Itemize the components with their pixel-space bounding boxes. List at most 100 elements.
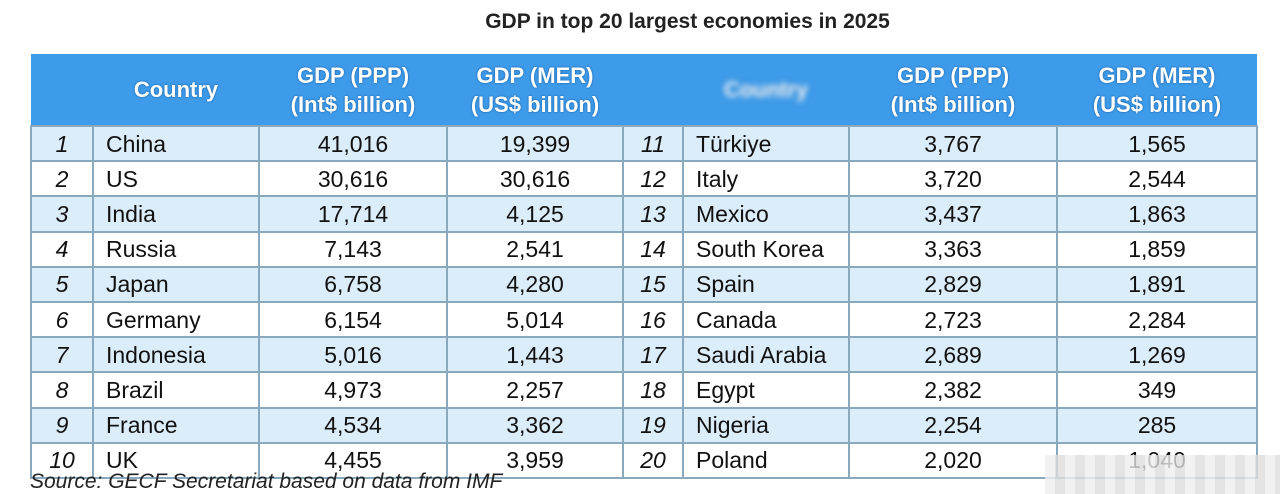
header-ppp-2-line2: (Int$ billion) — [890, 91, 1016, 117]
cell-mer: 4,125 — [446, 195, 624, 233]
cell-ppp: 2,689 — [848, 336, 1058, 374]
header-mer-2-line2: (US$ billion) — [1092, 91, 1222, 117]
cell-mer: 2,541 — [446, 230, 624, 268]
cell-ppp: 7,143 — [258, 230, 448, 268]
cell-rank: 12 — [622, 160, 684, 198]
cell-country: Brazil — [92, 371, 260, 409]
header-mer-2: GDP (MER) (US$ billion) — [1057, 54, 1257, 126]
cell-rank: 19 — [622, 406, 684, 444]
header-ppp-line2: (Int$ billion) — [290, 91, 416, 117]
header-ppp-line1: GDP (PPP) — [296, 62, 410, 88]
table-row: 3 India 17,714 4,125 13 Mexico 3,437 1,863 — [30, 195, 1258, 233]
source-note: Source: GECF Secretariat based on data f… — [30, 470, 503, 493]
cell-ppp: 3,767 — [848, 124, 1058, 163]
table-row: 8 Brazil 4,973 2,257 18 Egypt 2,382 349 — [30, 371, 1258, 409]
cell-rank: 20 — [622, 441, 684, 479]
header-rank — [31, 54, 93, 126]
cell-country: Spain — [682, 265, 850, 303]
cell-country: Poland — [682, 441, 850, 479]
cell-rank: 6 — [30, 300, 94, 339]
cell-country: Mexico — [682, 195, 850, 233]
cell-rank: 1 — [30, 124, 94, 163]
header-mer-line2: (US$ billion) — [470, 91, 600, 117]
cell-mer: 1,891 — [1056, 265, 1258, 303]
chart-title: GDP in top 20 largest economies in 2025 — [485, 10, 890, 33]
table-row: 7 Indonesia 5,016 1,443 17 Saudi Arabia 2,689 1… — [30, 336, 1258, 374]
cell-ppp: 30,616 — [258, 160, 448, 198]
header-country: Country — [93, 54, 259, 126]
cell-ppp: 5,016 — [258, 336, 448, 374]
cell-rank: 3 — [30, 195, 94, 233]
watermark-blur — [1045, 455, 1280, 494]
cell-mer: 349 — [1056, 371, 1258, 409]
table-row: 9 France 4,534 3,362 19 Nigeria 2,254 285 — [30, 406, 1258, 444]
header-mer: GDP (MER) (US$ billion) — [447, 54, 623, 126]
cell-rank: 7 — [30, 336, 94, 374]
cell-rank: 18 — [622, 371, 684, 409]
cell-mer: 5,014 — [446, 300, 624, 339]
cell-ppp: 3,363 — [848, 230, 1058, 268]
cell-ppp: 6,154 — [258, 300, 448, 339]
cell-country: India — [92, 195, 260, 233]
cell-mer: 2,284 — [1056, 300, 1258, 339]
cell-country: US — [92, 160, 260, 198]
header-rank-2 — [623, 54, 683, 126]
cell-ppp: 17,714 — [258, 195, 448, 233]
cell-mer: 2,544 — [1056, 160, 1258, 198]
cell-ppp: 2,254 — [848, 406, 1058, 444]
cell-ppp: 2,829 — [848, 265, 1058, 303]
cell-ppp: 2,723 — [848, 300, 1058, 339]
cell-mer: 3,362 — [446, 406, 624, 444]
cell-ppp: 4,455 — [258, 441, 448, 479]
cell-ppp: 3,720 — [848, 160, 1058, 198]
cell-country: Italy — [682, 160, 850, 198]
cell-rank: 15 — [622, 265, 684, 303]
cell-country: Germany — [92, 300, 260, 339]
cell-mer: 1,859 — [1056, 230, 1258, 268]
cell-rank: 10 — [30, 441, 94, 479]
table-row: 1 China 41,016 19,399 11 Türkiye 3,767 1,565 — [30, 124, 1258, 163]
cell-rank: 8 — [30, 371, 94, 409]
header-country-2-text: Country — [723, 77, 809, 102]
table-row: 5 Japan 6,758 4,280 15 Spain 2,829 1,891 — [30, 265, 1258, 303]
cell-rank: 9 — [30, 406, 94, 444]
cell-country: France — [92, 406, 260, 444]
cell-ppp: 2,020 — [848, 441, 1058, 479]
table-row: 4 Russia 7,143 2,541 14 South Korea 3,363 1,859 — [30, 230, 1258, 268]
cell-rank: 14 — [622, 230, 684, 268]
header-country-2: Country — [683, 54, 849, 126]
table-row: 2 US 30,616 30,616 12 Italy 3,720 2,544 — [30, 160, 1258, 198]
cell-ppp: 4,973 — [258, 371, 448, 409]
cell-mer: 30,616 — [446, 160, 624, 198]
cell-rank: 5 — [30, 265, 94, 303]
cell-ppp: 6,758 — [258, 265, 448, 303]
header-mer-2-line1: GDP (MER) — [1098, 62, 1216, 88]
cell-mer: 1,565 — [1056, 124, 1258, 163]
header-ppp-2-line1: GDP (PPP) — [896, 62, 1010, 88]
cell-ppp: 41,016 — [258, 124, 448, 163]
cell-mer: 19,399 — [446, 124, 624, 163]
header-row: Country GDP (PPP) (Int$ billion) GDP (MER… — [31, 54, 1257, 126]
cell-country: Türkiye — [682, 124, 850, 163]
gdp-table: Country GDP (PPP) (Int$ billion) GDP (MER… — [30, 54, 1258, 479]
cell-mer: 3,959 — [446, 441, 624, 479]
cell-rank: 16 — [622, 300, 684, 339]
header-mer-line1: GDP (MER) — [476, 62, 594, 88]
cell-mer: 4,280 — [446, 265, 624, 303]
header-ppp-2: GDP (PPP) (Int$ billion) — [849, 54, 1057, 126]
cell-country: Nigeria — [682, 406, 850, 444]
cell-ppp: 4,534 — [258, 406, 448, 444]
cell-rank: 2 — [30, 160, 94, 198]
cell-country: Indonesia — [92, 336, 260, 374]
cell-rank: 11 — [622, 124, 684, 163]
cell-rank: 17 — [622, 336, 684, 374]
table-row: 6 Germany 6,154 5,014 16 Canada 2,723 2,284 — [30, 300, 1258, 339]
cell-country: Saudi Arabia — [682, 336, 850, 374]
cell-ppp: 2,382 — [848, 371, 1058, 409]
cell-mer: 1,863 — [1056, 195, 1258, 233]
cell-mer: 2,257 — [446, 371, 624, 409]
cell-mer: 1,443 — [446, 336, 624, 374]
cell-rank: 4 — [30, 230, 94, 268]
cell-country: Japan — [92, 265, 260, 303]
